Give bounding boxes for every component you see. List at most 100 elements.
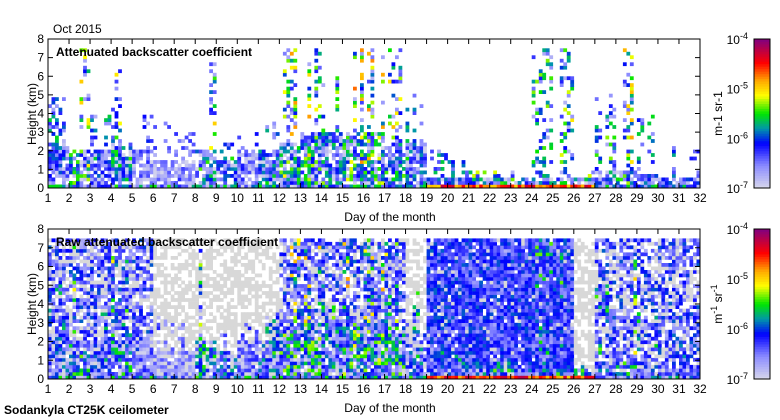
heatmap-cell [314, 347, 319, 352]
heatmap-cell [317, 326, 322, 331]
heatmap-cell [251, 270, 256, 274]
heatmap-cell [289, 280, 294, 285]
heatmap-cell [90, 248, 94, 253]
heatmap-cell [398, 65, 403, 70]
heatmap-cell [107, 312, 112, 316]
heatmap-cell [83, 72, 87, 77]
heatmap-cell [90, 305, 94, 309]
heatmap-cell [107, 259, 112, 264]
heatmap-cell [261, 329, 266, 334]
heatmap-cell [51, 170, 56, 175]
heatmap-cell [51, 156, 56, 161]
heatmap-cell [598, 177, 603, 182]
heatmap-cell [223, 372, 228, 376]
heatmap-cell [90, 142, 94, 147]
heatmap-cell [118, 333, 122, 338]
heatmap-cell [177, 263, 182, 267]
heatmap-cell [62, 167, 66, 171]
heatmap-cell [191, 238, 196, 243]
heatmap-cell [556, 184, 561, 189]
heatmap-cell [693, 181, 697, 185]
heatmap-cell [419, 146, 424, 150]
heatmap-cell [370, 132, 375, 136]
heatmap-cell [317, 357, 322, 362]
heatmap-cell [282, 280, 287, 285]
heatmap-cell [244, 375, 249, 380]
heatmap-cell [370, 375, 375, 380]
heatmap-cell [153, 263, 157, 267]
heatmap-cell [538, 170, 543, 175]
heatmap-cell [303, 305, 308, 309]
heatmap-cell [93, 361, 98, 366]
heatmap-cell [353, 177, 357, 182]
heatmap-cell [342, 252, 347, 257]
heatmap-cell [230, 354, 235, 359]
heatmap-cell [289, 270, 294, 274]
heatmap-cell [62, 322, 66, 327]
heatmap-cell [97, 361, 101, 366]
colorbar-segment [754, 71, 770, 75]
heatmap-cell [86, 333, 91, 338]
heatmap-cell [55, 354, 59, 359]
colorbar-segment [754, 138, 770, 142]
heatmap-cell [62, 340, 66, 345]
heatmap-cell [72, 181, 77, 185]
heatmap-cell [286, 266, 291, 271]
heatmap-cell [321, 347, 326, 352]
heatmap-cell [293, 156, 298, 161]
heatmap-cell [184, 259, 189, 264]
heatmap-cell [55, 315, 59, 320]
heatmap-cell [314, 368, 319, 373]
heatmap-cell [374, 139, 378, 143]
heatmap-cell [153, 301, 157, 306]
heatmap-cell [307, 142, 312, 147]
heatmap-cell [360, 93, 364, 98]
heatmap-cell [139, 177, 143, 182]
heatmap-cell [661, 184, 666, 189]
heatmap-cell [303, 263, 308, 267]
heatmap-cell [233, 312, 238, 316]
heatmap-cell [93, 350, 98, 355]
heatmap-cell [307, 375, 312, 380]
heatmap-cell [62, 245, 66, 250]
heatmap-cell [261, 364, 266, 369]
heatmap-cell [230, 241, 235, 246]
heatmap-cell [135, 287, 140, 292]
heatmap-cell [324, 368, 329, 373]
heatmap-cell [132, 372, 136, 376]
heatmap-cell [310, 305, 315, 309]
heatmap-cell [317, 79, 322, 84]
heatmap-cell [212, 149, 217, 154]
heatmap-cell [97, 291, 101, 295]
heatmap-cell [279, 305, 284, 309]
heatmap-cell [451, 184, 455, 189]
heatmap-cell [374, 177, 378, 182]
heatmap-cell [100, 287, 105, 292]
heatmap-cell [282, 177, 287, 182]
heatmap-cell [559, 58, 564, 63]
heatmap-cell [174, 241, 178, 246]
heatmap-cell [62, 174, 66, 178]
heatmap-cell [104, 142, 108, 147]
heatmap-cell [125, 315, 129, 320]
heatmap-cell [167, 181, 171, 185]
heatmap-cell [367, 259, 371, 264]
heatmap-cell [398, 153, 403, 157]
heatmap-cell [114, 167, 119, 171]
heatmap-cell [90, 128, 94, 133]
heatmap-cell [598, 174, 603, 178]
heatmap-cell [69, 167, 73, 171]
heatmap-cell [90, 301, 94, 306]
heatmap-cell [142, 167, 147, 171]
heatmap-cell [363, 301, 368, 306]
heatmap-cell [181, 238, 185, 243]
heatmap-cell [405, 128, 410, 133]
heatmap-cell [338, 170, 343, 175]
heatmap-cell [321, 294, 326, 299]
heatmap-cell [107, 118, 112, 122]
heatmap-cell [367, 298, 371, 302]
heatmap-cell [286, 259, 291, 264]
heatmap-cell [156, 170, 161, 175]
heatmap-cell [454, 184, 459, 189]
heatmap-cell [675, 181, 680, 185]
